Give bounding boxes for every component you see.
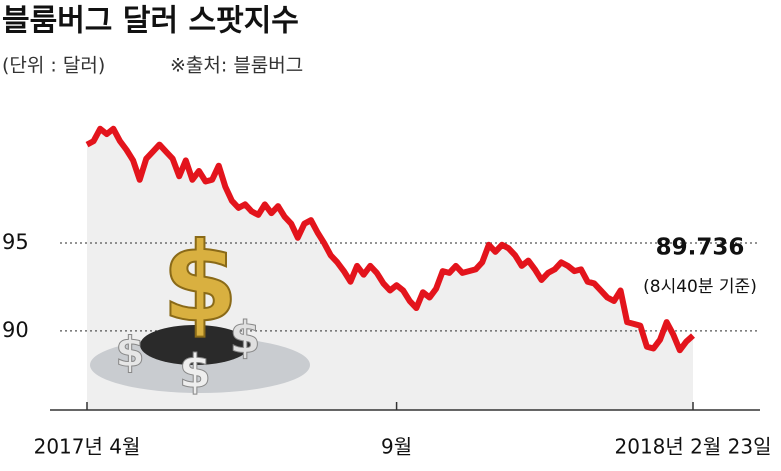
- dollar-icon: $: [162, 218, 239, 346]
- annotation: (8시40분 기준): [643, 277, 757, 297]
- y-tick-label: 95: [2, 230, 29, 254]
- unit-note: (단위 : 달러): [2, 55, 105, 77]
- x-tick-label: 9월: [381, 435, 412, 459]
- line: [85, 125, 696, 354]
- data-label: 89.736: [656, 235, 745, 261]
- y-tick-label: 90: [2, 318, 29, 342]
- dollar-icon: $: [115, 328, 144, 377]
- dollar-icon: $: [230, 312, 261, 363]
- x-tick-label: 2017년 4월: [34, 435, 141, 459]
- chart-title: 블룸버그 달러 스팟지수: [2, 4, 299, 39]
- dollar-icon: $: [179, 345, 211, 399]
- source-note: ※출처: 블룸버그: [170, 55, 303, 77]
- shadow: [140, 325, 250, 365]
- x-tick-label: 2018년 2월 23일: [615, 435, 772, 459]
- money-illustration: $ $ $ $: [90, 217, 310, 399]
